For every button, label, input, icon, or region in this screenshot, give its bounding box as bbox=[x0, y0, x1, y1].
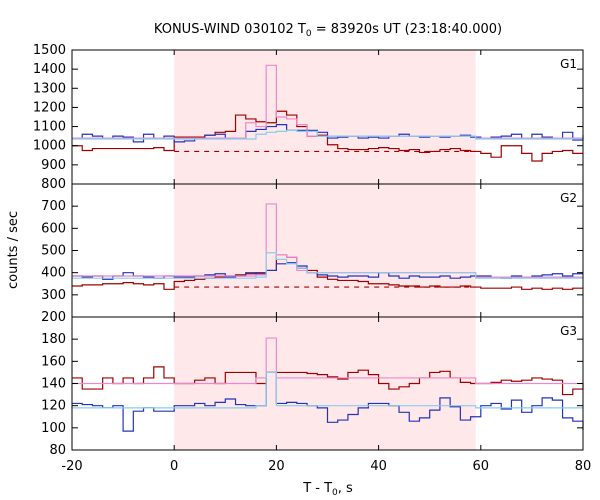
y-tick-label-g1: 1500 bbox=[33, 43, 66, 58]
panel-label-g2: G2 bbox=[560, 191, 577, 205]
y-tick-label-g1: 1100 bbox=[33, 120, 66, 135]
y-tick-label-g2: 300 bbox=[41, 288, 66, 303]
y-tick-label-g2: 200 bbox=[41, 310, 66, 325]
y-tick-label-g3: 80 bbox=[49, 443, 66, 458]
plot-layer: 800900100011001200130014001500G120030040… bbox=[33, 43, 591, 474]
y-tick-label-g2: 700 bbox=[41, 199, 66, 214]
series-line-g1-2 bbox=[72, 64, 583, 139]
x-tick-label: 20 bbox=[268, 459, 285, 474]
y-tick-label-g1: 1000 bbox=[33, 139, 66, 154]
y-axis-label: counts / sec bbox=[6, 211, 21, 289]
series-line-g3-2 bbox=[72, 337, 583, 385]
y-tick-label-g1: 800 bbox=[41, 177, 66, 192]
series-line-g2-3 bbox=[72, 252, 583, 279]
shaded-interval-g1 bbox=[174, 50, 476, 184]
panel-label-g3: G3 bbox=[560, 324, 577, 338]
x-tick-label: 80 bbox=[575, 459, 592, 474]
y-tick-label-g1: 1400 bbox=[33, 62, 66, 77]
y-tick-label-g3: 180 bbox=[41, 332, 66, 347]
y-tick-label-g3: 160 bbox=[41, 354, 66, 369]
x-tick-label: 0 bbox=[170, 459, 178, 474]
y-tick-label-g2: 400 bbox=[41, 266, 66, 281]
y-tick-label-g1: 900 bbox=[41, 158, 66, 173]
x-tick-label: 40 bbox=[370, 459, 387, 474]
y-tick-label-g3: 100 bbox=[41, 421, 66, 436]
panel-label-g1: G1 bbox=[560, 57, 577, 71]
x-axis-label: T - T0, s bbox=[302, 481, 353, 498]
y-tick-label-g1: 1300 bbox=[33, 81, 66, 96]
y-tick-label-g2: 600 bbox=[41, 221, 66, 236]
series-line-g1-3 bbox=[72, 129, 583, 140]
series-line-g3-3 bbox=[72, 371, 583, 409]
y-tick-label-g3: 140 bbox=[41, 377, 66, 392]
y-tick-label-g3: 120 bbox=[41, 399, 66, 414]
x-tick-label: 60 bbox=[473, 459, 490, 474]
x-tick-label: -20 bbox=[61, 459, 82, 474]
chart-title: KONUS-WIND 030102 T0 = 83920s UT (23:18:… bbox=[154, 22, 502, 39]
shaded-interval-g2 bbox=[174, 184, 476, 317]
series-line-g3-1 bbox=[72, 371, 584, 432]
series-line-g3-0 bbox=[72, 366, 584, 396]
y-tick-label-g1: 1200 bbox=[33, 100, 66, 115]
y-tick-label-g2: 500 bbox=[41, 244, 66, 259]
